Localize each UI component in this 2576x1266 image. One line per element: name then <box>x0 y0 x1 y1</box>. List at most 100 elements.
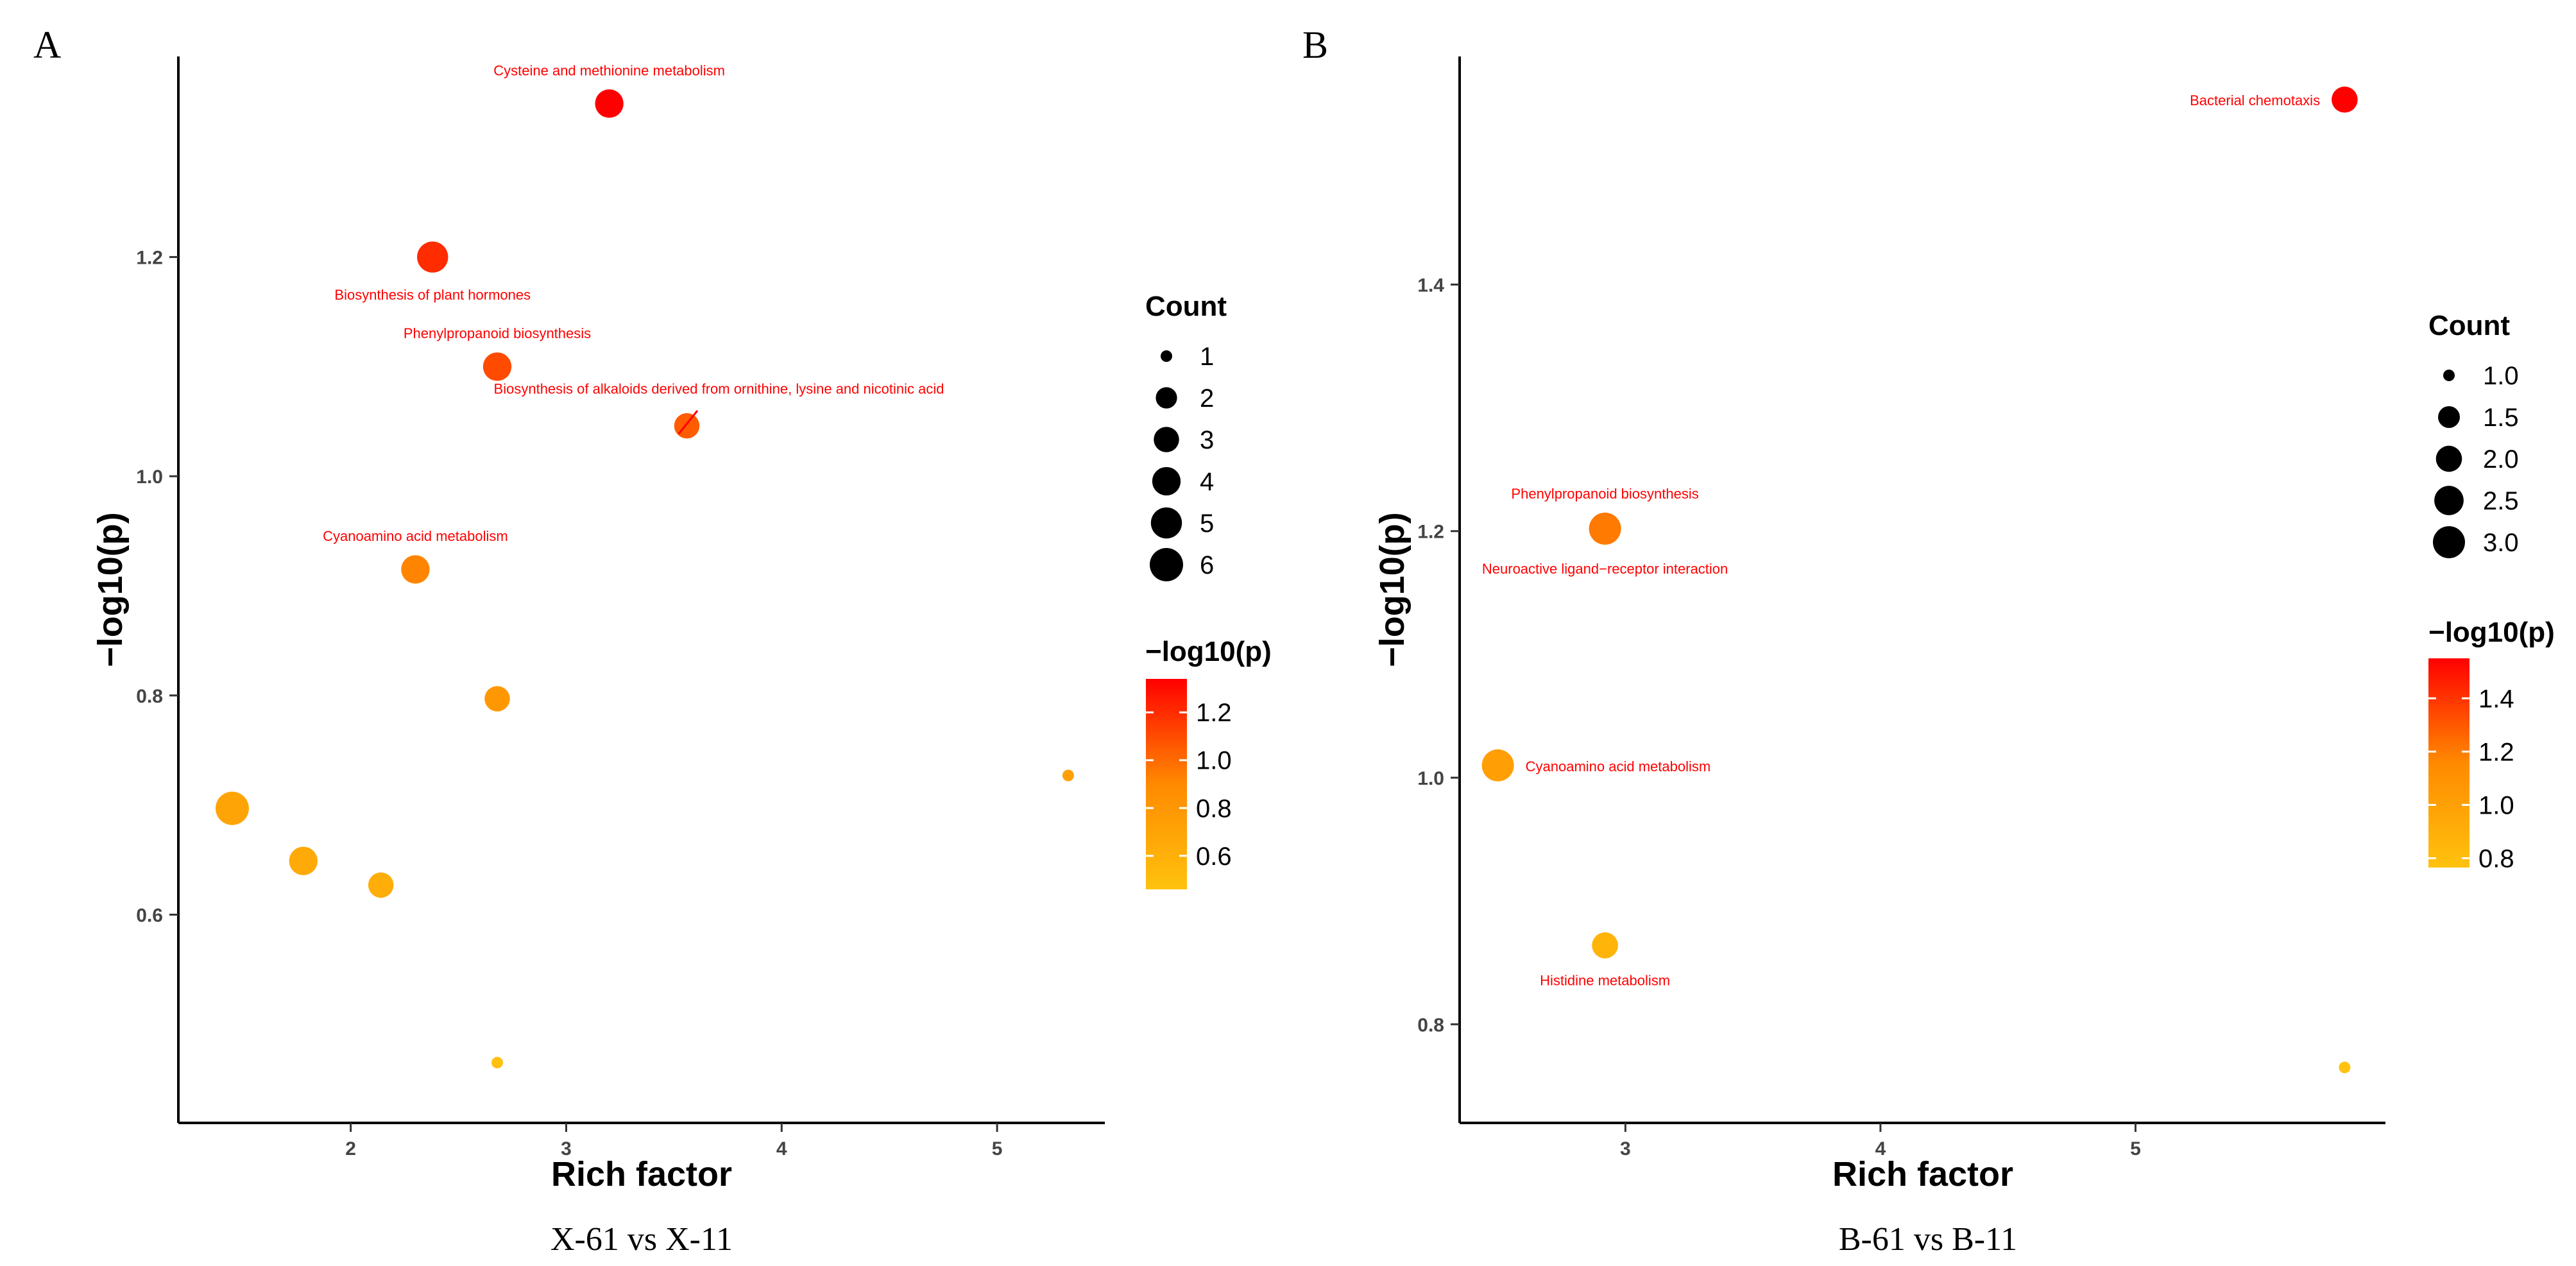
panel-b-x-tick-label: 5 <box>2130 1138 2141 1159</box>
panel-a-size-legend-label: 4 <box>1200 468 1214 496</box>
panel-a-point-label: Cyanoamino acid metabolism <box>323 528 508 544</box>
panel-b-point <box>1481 749 1514 782</box>
panel-b-size-legend-dot <box>2433 526 2465 558</box>
panel-a-x-tick-label: 4 <box>776 1138 787 1159</box>
panel-b-colorbar-tick-label: 1.0 <box>2478 791 2514 819</box>
panel-b-color-legend-title: −log10(p) <box>2428 617 2555 648</box>
panel-a-point-labels: Cysteine and methionine metabolism Biosyn… <box>323 62 944 544</box>
panel-a-size-legend: Count 1 2 3 4 5 6 <box>1145 291 1227 581</box>
panel-a-size-legend-dot <box>1161 350 1172 362</box>
panel-a-size-legend-dot <box>1156 387 1177 409</box>
panel-a-point <box>1062 769 1074 782</box>
panel-b-colorbar-tick-label: 0.8 <box>2478 844 2514 873</box>
panel-b-points <box>1481 86 2358 1074</box>
panel-b-x-tick-label: 4 <box>1875 1138 1886 1159</box>
panel-b-size-legend-label: 2.5 <box>2483 487 2519 515</box>
panel-a-y-tick-label: 0.8 <box>136 686 163 707</box>
panel-b-point <box>2339 1061 2351 1074</box>
panel-a-colorbar-tick-label: 1.2 <box>1196 699 1232 727</box>
panel-b-size-legend-label: 1.5 <box>2483 404 2519 432</box>
panel-a-size-legend-dot <box>1154 427 1179 452</box>
panel-a-point <box>482 352 512 381</box>
panel-b-y-tick-label: 1.0 <box>1417 768 1444 789</box>
panel-a-colorbar-tick-label: 0.6 <box>1196 843 1232 871</box>
panel-b-point-labels: Bacterial chemotaxis Phenylpropanoid bios… <box>1482 92 2320 988</box>
panel-b-size-legend-dot <box>2438 406 2460 428</box>
panel-a-point <box>401 555 430 584</box>
panel-a-size-legend-label: 6 <box>1200 551 1214 579</box>
panel-a-alkaloid-leader-line <box>678 410 699 434</box>
panel-a-size-legend-dot <box>1150 507 1182 539</box>
panel-a-color-legend-title: −log10(p) <box>1145 636 1272 667</box>
panel-b-point-label: Cyanoamino acid metabolism <box>1526 758 1711 774</box>
panel-a-size-legend-title: Count <box>1145 291 1227 322</box>
panel-b-x-axis-title: Rich factor <box>1832 1155 2013 1193</box>
panel-b-size-legend-label: 2.0 <box>2483 445 2519 474</box>
panel-a-points <box>215 89 1074 1069</box>
panel-a-y-tick-label: 0.6 <box>136 905 163 926</box>
panel-b-axes: 3 4 5 0.8 1.0 1.2 1.4 Rich factor −log10(p) <box>1373 56 2385 1193</box>
panel-a-x-tick-label: 5 <box>992 1138 1003 1159</box>
panel-b-letter: B <box>1302 24 1328 66</box>
panel-b-size-legend: Count 1.0 1.5 2.0 2.5 3.0 <box>2428 310 2519 558</box>
panel-a-x-tick-label: 3 <box>561 1138 572 1159</box>
panel-a-point-label: Biosynthesis of alkaloids derived from o… <box>494 381 944 397</box>
panel-a-y-axis-title: −log10(p) <box>91 512 130 667</box>
panel-b-y-tick-label: 0.8 <box>1417 1014 1444 1036</box>
panel-b-y-tick-label: 1.2 <box>1417 522 1444 543</box>
panel-b-caption: B-61 vs B-11 <box>1839 1221 2017 1258</box>
panel-b-colorbar <box>2428 658 2469 868</box>
panel-b-y-ticks: 0.8 1.0 1.2 1.4 <box>1417 275 1460 1036</box>
panel-b-size-legend-title: Count <box>2428 310 2510 341</box>
panel-a-x-axis-title: Rich factor <box>551 1155 732 1193</box>
panel-b-size-legend-dot <box>2443 370 2455 381</box>
panel-a-colorbar-tick-label: 1.0 <box>1196 747 1232 775</box>
panel-a-point <box>368 872 394 898</box>
panel-b-color-legend: −log10(p) 0.8 1.0 1.2 1.4 <box>2428 617 2555 873</box>
panel-b-x-ticks: 3 4 5 <box>1620 1123 2141 1159</box>
panel-b-size-legend-dot <box>2434 486 2464 515</box>
panel-b-y-tick-label: 1.4 <box>1417 275 1444 296</box>
panel-b-point <box>1592 932 1618 959</box>
panel-a-point <box>484 686 510 712</box>
panel-b-y-axis-title: −log10(p) <box>1373 512 1412 667</box>
panel-a-caption: X-61 vs X-11 <box>550 1221 733 1258</box>
panel-b-point <box>2332 86 2358 113</box>
panel-a-point <box>595 89 624 118</box>
panel-a-y-tick-label: 1.0 <box>136 466 163 488</box>
panel-a-size-legend-label: 2 <box>1200 384 1214 413</box>
panel-a-point-label: Biosynthesis of plant hormones <box>334 287 531 303</box>
panel-b-size-legend-label: 1.0 <box>2483 362 2519 390</box>
panel-a-point-label: Cysteine and methionine metabolism <box>493 62 725 78</box>
panel-b-x-tick-label: 3 <box>1620 1138 1631 1159</box>
panel-a-x-tick-label: 2 <box>345 1138 356 1159</box>
panel-a-colorbar <box>1146 679 1187 889</box>
panel-b-point-label: Neuroactive ligand−receptor interaction <box>1482 561 1728 577</box>
panel-b-point-label: Phenylpropanoid biosynthesis <box>1511 486 1698 502</box>
panel-b-colorbar-tick-label: 1.4 <box>2478 685 2514 713</box>
panel-a-color-legend: −log10(p) 0.6 0.8 1.0 1.2 <box>1145 636 1272 889</box>
panel-a-size-legend-label: 3 <box>1200 426 1214 454</box>
panel-a-point <box>289 846 318 875</box>
panel-b-size-legend-label: 3.0 <box>2483 529 2519 557</box>
panel-b-size-legend-dot <box>2435 445 2462 472</box>
panel-a-y-ticks: 0.6 0.8 1.0 1.2 <box>136 248 178 926</box>
panel-a-colorbar-tick-label: 0.8 <box>1196 794 1232 823</box>
panel-b: B 3 4 5 0.8 1.0 1.2 1.4 Rich factor −log10(p)… <box>1302 24 2555 1258</box>
panel-a-size-legend-label: 5 <box>1200 509 1214 538</box>
panel-b-colorbar-tick-label: 1.2 <box>2478 738 2514 766</box>
panel-a-point-label: Phenylpropanoid biosynthesis <box>404 325 591 341</box>
panel-a-size-legend-dot <box>1152 466 1181 496</box>
panel-a-point <box>417 241 448 273</box>
panel-a-x-ticks: 2 3 4 5 <box>345 1123 1002 1159</box>
panel-a-point <box>674 413 700 439</box>
panel-a-point <box>215 791 249 825</box>
panel-a-letter: A <box>33 24 61 66</box>
panel-b-point <box>1589 512 1621 545</box>
panel-a-size-legend-dot <box>1150 548 1183 581</box>
panel-a-point <box>491 1057 504 1069</box>
panel-a-y-tick-label: 1.2 <box>136 248 163 269</box>
panel-b-point-label: Histidine metabolism <box>1540 973 1670 989</box>
panel-a: A 2 3 4 5 0.6 0.8 1.0 1.2 Rich factor −log10(p… <box>33 24 1272 1258</box>
